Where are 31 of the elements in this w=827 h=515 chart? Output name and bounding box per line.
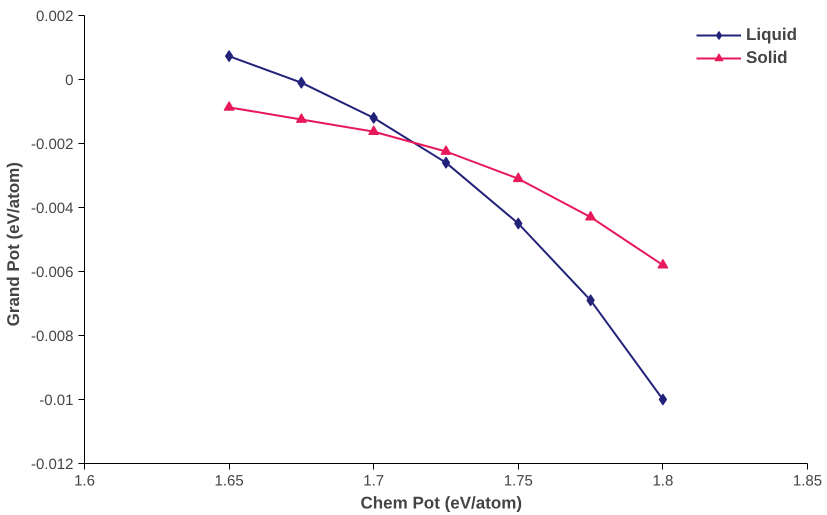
x-tick-label: 1.8 <box>652 472 674 490</box>
legend-label: Liquid <box>746 25 797 45</box>
y-tick-label: 0 <box>65 72 74 89</box>
y-tick-label: 0.002 <box>36 8 74 25</box>
y-axis-title: Grand Pot (eV/atom) <box>4 162 23 326</box>
x-tick-label: 1.65 <box>214 472 244 490</box>
x-tick-label: 1.75 <box>504 472 533 490</box>
x-tick-label: 1.85 <box>792 472 822 490</box>
point <box>658 394 668 406</box>
point <box>368 125 380 136</box>
point <box>296 113 307 123</box>
point <box>442 156 450 169</box>
y-tick-label: -0.008 <box>30 328 74 345</box>
point <box>440 145 452 155</box>
x-tick-label: 1.6 <box>74 472 95 490</box>
point <box>297 76 306 89</box>
point <box>224 101 235 111</box>
legend-label: Solid <box>746 48 788 68</box>
y-tick-label: -0.004 <box>30 200 74 217</box>
y-tick-label: -0.006 <box>30 264 74 281</box>
y-tick-label: -0.002 <box>30 136 74 153</box>
point <box>224 50 234 62</box>
x-axis-title: Chem Pot (eV/atom) <box>360 494 522 512</box>
point <box>586 294 595 306</box>
point <box>512 172 524 182</box>
y-tick-label: -0.01 <box>39 392 74 409</box>
y-tick-label: -0.012 <box>30 456 74 473</box>
x-tick-label: 1.7 <box>363 472 384 490</box>
point <box>585 210 596 220</box>
point <box>514 218 522 230</box>
point <box>657 258 668 268</box>
